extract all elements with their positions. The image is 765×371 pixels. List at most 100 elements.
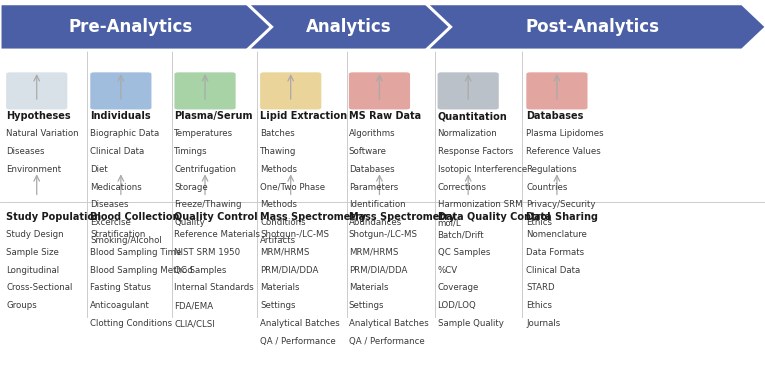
- Text: Longitudinal: Longitudinal: [6, 266, 59, 275]
- Text: mol/L: mol/L: [438, 218, 461, 227]
- Polygon shape: [0, 4, 279, 50]
- Text: Groups: Groups: [6, 301, 37, 310]
- FancyBboxPatch shape: [174, 72, 236, 109]
- Text: Mass Spectrometry: Mass Spectrometry: [349, 212, 455, 222]
- Text: Natural Variation: Natural Variation: [6, 129, 79, 138]
- Text: Harmonization SRM: Harmonization SRM: [438, 200, 522, 209]
- FancyBboxPatch shape: [438, 72, 499, 109]
- Text: Reference Materials: Reference Materials: [174, 230, 260, 239]
- Text: Data Formats: Data Formats: [526, 248, 584, 257]
- Text: Analytical Batches: Analytical Batches: [260, 319, 340, 328]
- Text: Mass Spectrometry: Mass Spectrometry: [260, 212, 366, 222]
- Text: Stratification: Stratification: [90, 230, 145, 239]
- Text: Data Sharing: Data Sharing: [526, 212, 598, 222]
- Text: Sample Quality: Sample Quality: [438, 319, 503, 328]
- Text: Diseases: Diseases: [90, 200, 129, 209]
- FancyBboxPatch shape: [349, 72, 410, 109]
- Text: CLIA/CLSI: CLIA/CLSI: [174, 319, 215, 328]
- Text: Thawing: Thawing: [260, 147, 297, 156]
- Text: PRM/DIA/DDA: PRM/DIA/DDA: [349, 266, 407, 275]
- Text: Anticoagulant: Anticoagulant: [90, 301, 150, 310]
- Text: MRM/HRMS: MRM/HRMS: [260, 248, 310, 257]
- FancyBboxPatch shape: [90, 72, 151, 109]
- Text: Identification: Identification: [349, 200, 405, 209]
- Text: Ethics: Ethics: [526, 218, 552, 227]
- FancyBboxPatch shape: [526, 72, 588, 109]
- Text: Journals: Journals: [526, 319, 561, 328]
- Text: Methods: Methods: [260, 200, 297, 209]
- Text: Parameters: Parameters: [349, 183, 398, 191]
- Text: Normalization: Normalization: [438, 129, 497, 138]
- Text: Plasma Lipidomes: Plasma Lipidomes: [526, 129, 604, 138]
- Text: Study Design: Study Design: [6, 230, 63, 239]
- Text: FDA/EMA: FDA/EMA: [174, 301, 213, 310]
- Text: Shotgun-/LC-MS: Shotgun-/LC-MS: [260, 230, 329, 239]
- Text: Coverage: Coverage: [438, 283, 479, 292]
- Text: Ethics: Ethics: [526, 301, 552, 310]
- Text: Smoking/Alcohol: Smoking/Alcohol: [90, 236, 162, 245]
- Text: PRM/DIA/DDA: PRM/DIA/DDA: [260, 266, 318, 275]
- Text: Blood Sampling Time: Blood Sampling Time: [90, 248, 181, 257]
- Text: Internal Standards: Internal Standards: [174, 283, 254, 292]
- Text: Plasma/Serum: Plasma/Serum: [174, 111, 253, 121]
- Text: Fasting Status: Fasting Status: [90, 283, 151, 292]
- Text: Study Population: Study Population: [6, 212, 101, 222]
- Text: Analytical Batches: Analytical Batches: [349, 319, 428, 328]
- Text: QC Samples: QC Samples: [438, 248, 490, 257]
- FancyBboxPatch shape: [6, 72, 67, 109]
- Text: Clinical Data: Clinical Data: [526, 266, 581, 275]
- Text: Analytics: Analytics: [306, 18, 392, 36]
- Text: Post-Analytics: Post-Analytics: [526, 18, 659, 36]
- Text: Centrifugation: Centrifugation: [174, 165, 236, 174]
- Text: Clinical Data: Clinical Data: [90, 147, 145, 156]
- Text: MS Raw Data: MS Raw Data: [349, 111, 421, 121]
- Text: Quantitation: Quantitation: [438, 111, 507, 121]
- Text: Corrections: Corrections: [438, 183, 487, 191]
- FancyBboxPatch shape: [260, 72, 321, 109]
- Text: Isotopic Interference: Isotopic Interference: [438, 165, 527, 174]
- Text: Pre-Analytics: Pre-Analytics: [69, 18, 194, 36]
- Text: Response Factors: Response Factors: [438, 147, 513, 156]
- Text: Materials: Materials: [260, 283, 300, 292]
- Text: Diet: Diet: [90, 165, 108, 174]
- Text: Storage: Storage: [174, 183, 208, 191]
- Text: Materials: Materials: [349, 283, 389, 292]
- Text: QA / Performance: QA / Performance: [349, 337, 425, 346]
- Text: Reference Values: Reference Values: [526, 147, 601, 156]
- Text: Data Quality Control: Data Quality Control: [438, 212, 550, 222]
- Text: Quality: Quality: [174, 218, 205, 227]
- Text: QA / Performance: QA / Performance: [260, 337, 336, 346]
- Text: Diseases: Diseases: [6, 147, 44, 156]
- Text: One/Two Phase: One/Two Phase: [260, 183, 325, 191]
- Text: Batch/Drift: Batch/Drift: [438, 230, 484, 239]
- Text: NIST SRM 1950: NIST SRM 1950: [174, 248, 240, 257]
- Text: Clotting Conditions: Clotting Conditions: [90, 319, 172, 328]
- Text: Blood Sampling Method: Blood Sampling Method: [90, 266, 193, 275]
- Polygon shape: [247, 4, 458, 50]
- Text: Regulations: Regulations: [526, 165, 577, 174]
- Text: Abundances: Abundances: [349, 218, 402, 227]
- Text: Shotgun-/LC-MS: Shotgun-/LC-MS: [349, 230, 418, 239]
- Text: Sample Size: Sample Size: [6, 248, 59, 257]
- Text: Environment: Environment: [6, 165, 61, 174]
- Text: QC Samples: QC Samples: [174, 266, 226, 275]
- Text: Settings: Settings: [349, 301, 384, 310]
- Text: Databases: Databases: [526, 111, 584, 121]
- Text: Biographic Data: Biographic Data: [90, 129, 160, 138]
- Text: Freeze/Thawing: Freeze/Thawing: [174, 200, 242, 209]
- Text: LOD/LOQ: LOD/LOQ: [438, 301, 477, 310]
- Text: Algorithms: Algorithms: [349, 129, 396, 138]
- Text: STARD: STARD: [526, 283, 555, 292]
- Text: Databases: Databases: [349, 165, 395, 174]
- Text: Hypotheses: Hypotheses: [6, 111, 70, 121]
- Text: Temperatures: Temperatures: [174, 129, 233, 138]
- Text: Timings: Timings: [174, 147, 208, 156]
- Polygon shape: [426, 4, 765, 50]
- Text: Settings: Settings: [260, 301, 295, 310]
- Text: Conditions: Conditions: [260, 218, 306, 227]
- Text: Medications: Medications: [90, 183, 142, 191]
- Text: MRM/HRMS: MRM/HRMS: [349, 248, 399, 257]
- Text: Artifacts: Artifacts: [260, 236, 296, 245]
- Text: Batches: Batches: [260, 129, 295, 138]
- Text: Software: Software: [349, 147, 387, 156]
